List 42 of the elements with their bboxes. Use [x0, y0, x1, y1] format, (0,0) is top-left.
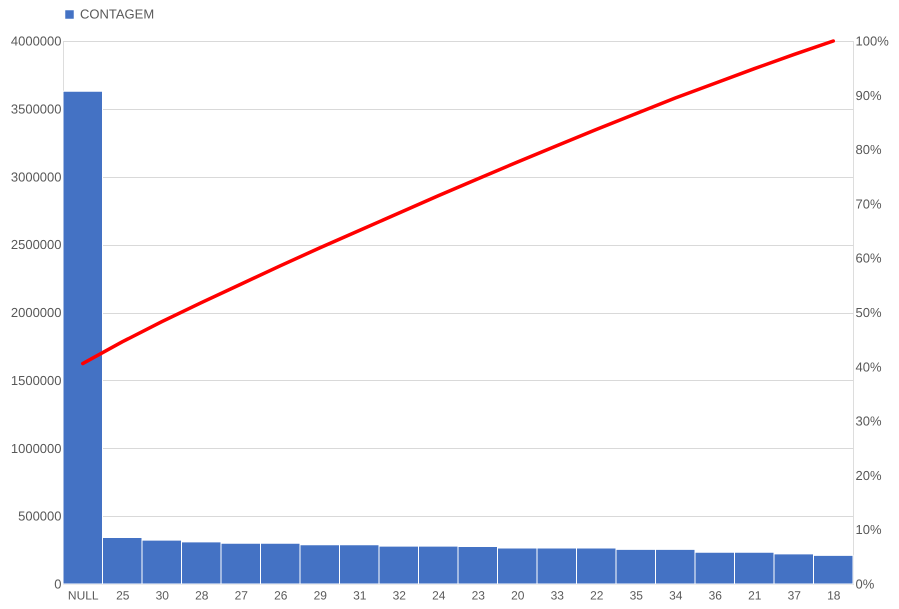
y2-tick-label: 10% — [856, 522, 882, 538]
x-tick-label: 29 — [314, 588, 328, 602]
x-tick-label: 23 — [472, 588, 486, 602]
x-tick-label: 24 — [432, 588, 446, 602]
x-tick-label: 27 — [234, 588, 248, 602]
y2-tick-label: 100% — [856, 34, 890, 48]
y-tick-label: 4000000 — [10, 34, 62, 48]
y-tick-label: 2500000 — [10, 237, 62, 252]
x-tick-label: 33 — [550, 588, 564, 602]
y-tick-label: 3500000 — [10, 101, 62, 116]
x-tick-label: 34 — [669, 588, 683, 602]
y2-tick-label: 40% — [856, 359, 882, 374]
x-tick-label: 22 — [590, 588, 604, 602]
x-tick-label: 20 — [511, 588, 525, 602]
x-tick-label: 30 — [156, 588, 170, 602]
y2-tick-label: 20% — [856, 468, 882, 483]
y2-tick-label: 70% — [856, 196, 882, 212]
x-tick-label: 18 — [827, 588, 841, 602]
y-tick-label: 2000000 — [10, 305, 62, 320]
y-tick-label: 500000 — [18, 508, 62, 524]
legend-label: CONTAGEM — [80, 6, 154, 22]
line-series — [81, 39, 835, 366]
x-tick-label: 35 — [630, 588, 644, 602]
x-tick-label: NULL — [68, 588, 99, 602]
x-tick-label: 21 — [748, 588, 762, 602]
y-tick-label: 0 — [54, 576, 62, 592]
y2-tick-label: 80% — [856, 142, 882, 158]
y2-tick-label: 30% — [856, 414, 882, 429]
x-tick-label: 28 — [195, 588, 209, 602]
y2-tick-label: 60% — [856, 250, 882, 266]
y-tick-label: 1000000 — [10, 440, 62, 456]
x-tick-label: 32 — [392, 588, 406, 602]
x-tick-label: 36 — [708, 588, 722, 602]
y2-tick-label: 0% — [856, 576, 875, 592]
y2-tick-label: 50% — [856, 305, 882, 320]
x-tick-label: 26 — [274, 588, 288, 602]
y2-tick-label: 90% — [856, 88, 882, 103]
x-tick-label: 31 — [353, 588, 367, 602]
y-tick-label: 1500000 — [10, 372, 62, 388]
x-tick-label: 37 — [788, 588, 802, 602]
y-tick-label: 3000000 — [10, 169, 62, 184]
x-tick-label: 25 — [116, 588, 130, 602]
